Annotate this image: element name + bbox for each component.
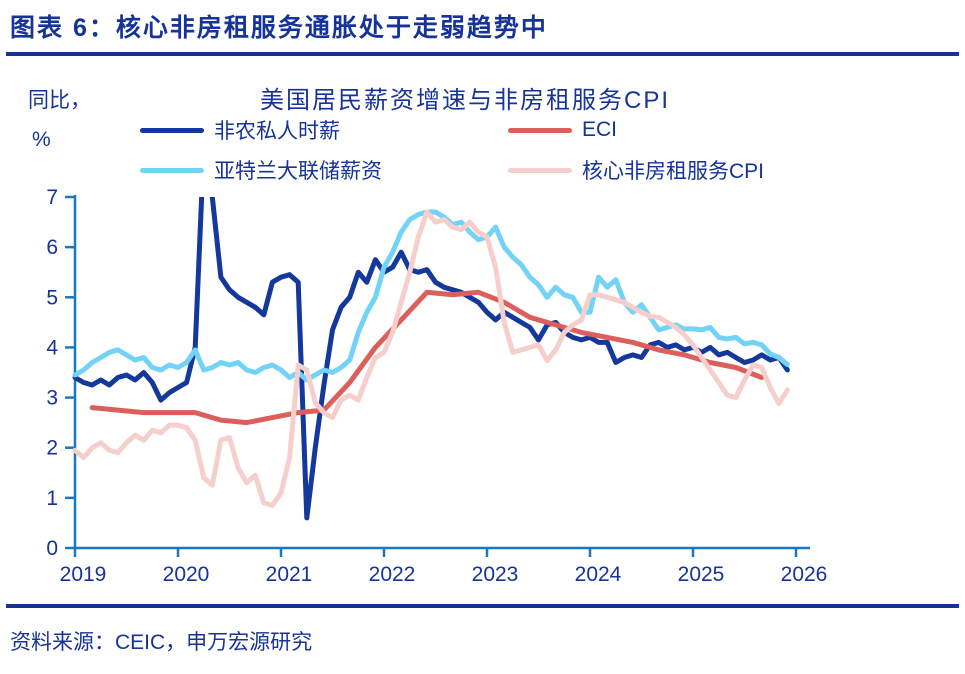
navy-line-swatch-icon: [140, 127, 204, 133]
y-tick-label: 7: [46, 186, 58, 209]
y-tick-label: 6: [46, 236, 58, 259]
x-tick-label: 2021: [266, 563, 313, 586]
header-divider: [6, 52, 959, 56]
x-tick-label: 2020: [163, 563, 210, 586]
x-tick-label: 2019: [60, 563, 107, 586]
y-tick-label: 4: [46, 336, 58, 359]
x-tick-label: 2022: [369, 563, 416, 586]
y-tick-label: 2: [46, 437, 58, 460]
chart-title: 美国居民薪资增速与非房租服务CPI: [259, 87, 670, 114]
legend-item-nonfarm-hourly-wage: 非农私人时薪: [140, 118, 340, 143]
footer-divider: [6, 604, 959, 608]
y-tick-label: 5: [46, 286, 58, 309]
legend-label: 核心非房租服务CPI: [582, 160, 765, 183]
legend-label: 非农私人时薪: [214, 120, 340, 143]
y-axis-unit-label-percent: %: [32, 128, 51, 151]
legend-item-eci: ECI: [508, 118, 617, 142]
y-tick-label: 1: [46, 487, 58, 510]
series-line-3: [72, 209, 790, 383]
legend-label: 亚特兰大联储薪资: [214, 160, 382, 183]
legend-item-atlanta-fed-wage: 亚特兰大联储薪资: [140, 158, 382, 183]
source-note: 资料来源：CEIC，申万宏源研究: [10, 631, 313, 654]
x-tick-label: 2025: [678, 563, 725, 586]
figure-header-title: 图表 6：核心非房租服务通胀处于走弱趋势中: [10, 14, 548, 42]
y-axis-unit-label: 同比，: [28, 89, 91, 112]
x-tick-label: 2024: [575, 563, 622, 586]
series-line-2: [89, 289, 765, 426]
skyblue-line-swatch-icon: [140, 167, 204, 173]
legend-label: ECI: [582, 118, 618, 141]
y-tick-label: 0: [46, 537, 58, 560]
red-line-swatch-icon: [508, 127, 572, 133]
x-tick-label: 2023: [472, 563, 519, 586]
legend-item-core-nonrent-services-cpi: 核心非房租服务CPI: [508, 158, 765, 183]
y-tick-label: 3: [46, 387, 58, 410]
pink-line-swatch-icon: [508, 167, 572, 173]
series-line-4: [72, 209, 790, 508]
x-tick-label: 2026: [781, 563, 828, 586]
